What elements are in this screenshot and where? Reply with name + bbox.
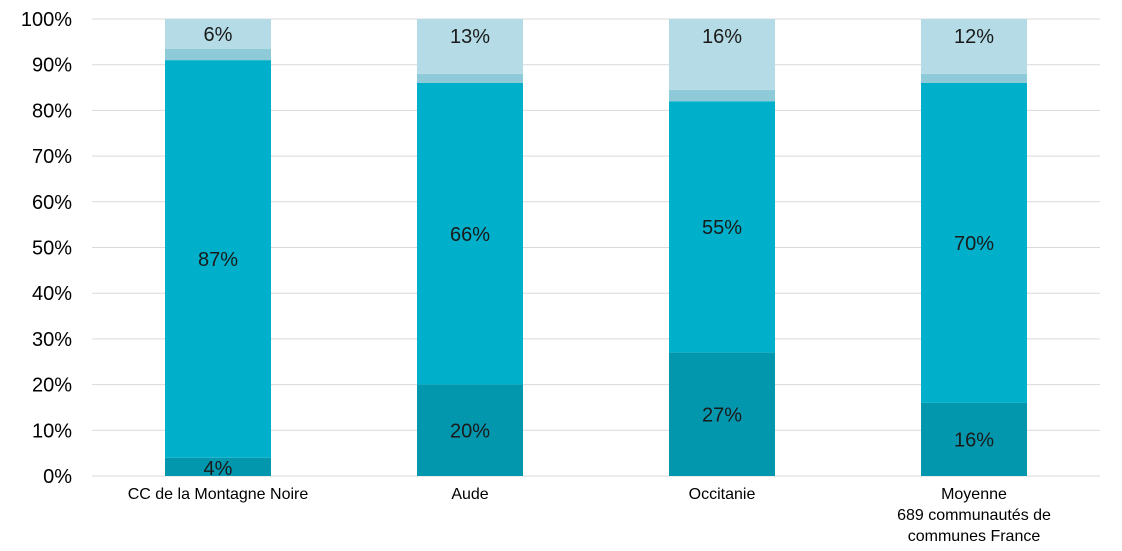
data-label: 12%: [954, 26, 994, 48]
bar-segment: [165, 60, 271, 458]
bar-segment: [921, 73, 1027, 83]
bar-segment: [165, 19, 271, 49]
bar-segment: [165, 48, 271, 61]
bar-segment: [669, 352, 775, 476]
data-label: 70%: [954, 233, 994, 255]
y-tick-label: 60%: [32, 192, 72, 214]
bar-segment: [417, 384, 523, 476]
bar-segment: [669, 101, 775, 353]
bar-segment: [669, 89, 775, 102]
y-tick-label: 90%: [32, 55, 72, 77]
y-tick-label: 10%: [32, 420, 72, 442]
y-tick-label: 30%: [32, 329, 72, 351]
y-tick-label: 40%: [32, 283, 72, 305]
bar-segment: [417, 73, 523, 83]
x-tick-label: Occitanie: [689, 486, 756, 503]
data-label: 27%: [702, 404, 742, 426]
bar-segment: [921, 82, 1027, 403]
bar-segment: [669, 19, 775, 90]
bars: [165, 19, 1027, 476]
x-tick-label: CC de la Montagne Noire: [128, 486, 309, 503]
data-label: 55%: [702, 217, 742, 239]
data-label: 4%: [204, 458, 233, 480]
data-label: 66%: [450, 224, 490, 246]
bar-segment: [921, 402, 1027, 476]
bar-segment: [921, 19, 1027, 74]
y-axis: 0% 10% 20% 30% 40% 50% 60% 70% 80% 90% 100%: [21, 9, 72, 488]
x-axis: CC de la Montagne Noire Aude Occitanie Moye…: [128, 486, 1051, 545]
data-label: 16%: [702, 26, 742, 48]
x-tick-label: Aude: [451, 486, 488, 503]
data-label: 6%: [204, 24, 233, 46]
data-label: 87%: [198, 249, 238, 271]
y-tick-label: 0%: [43, 466, 72, 488]
data-label: 20%: [450, 420, 490, 442]
y-tick-label: 80%: [32, 100, 72, 122]
y-tick-label: 50%: [32, 238, 72, 260]
y-tick-label: 70%: [32, 146, 72, 168]
x-tick-label: Moyenne 689 communautés de communes France: [897, 486, 1051, 545]
data-labels: 4% 87% 6% 20% 66% 13% 27% 55% 16% 16% 70% 12%: [198, 24, 994, 480]
y-tick-label: 100%: [21, 9, 72, 31]
bar-segment: [165, 457, 271, 476]
y-tick-label: 20%: [32, 375, 72, 397]
bar-segment: [417, 19, 523, 74]
bar-segment: [417, 82, 523, 385]
data-label: 13%: [450, 26, 490, 48]
data-label: 16%: [954, 429, 994, 451]
